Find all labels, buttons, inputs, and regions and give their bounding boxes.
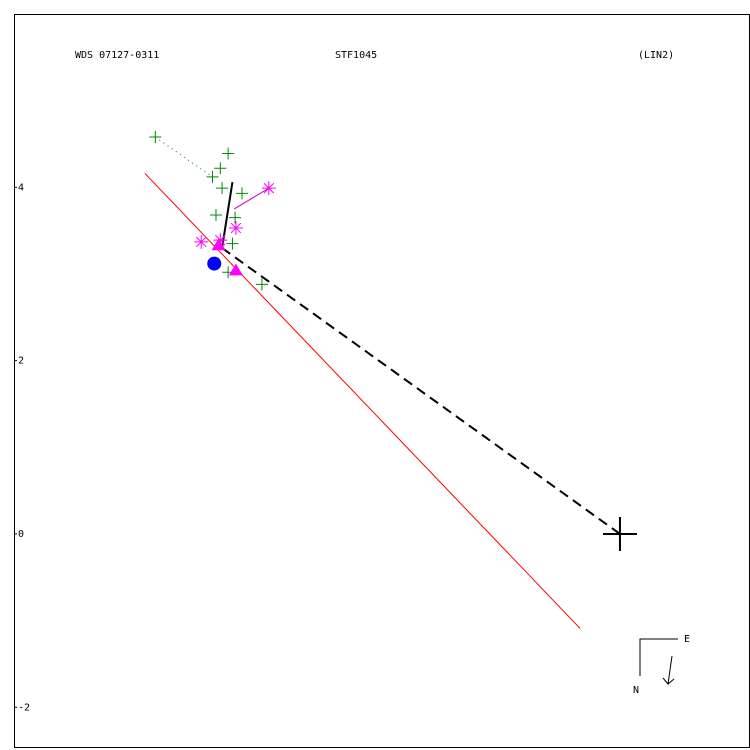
- point: [229, 211, 242, 224]
- point: [602, 516, 637, 551]
- point-shape: [602, 516, 637, 551]
- point: [261, 181, 276, 196]
- line: [155, 136, 213, 178]
- point: [206, 170, 219, 183]
- point-shape: [255, 278, 268, 291]
- point-shape: [222, 147, 235, 160]
- point: [255, 278, 268, 291]
- point-shape: [209, 209, 222, 222]
- point-shape: [261, 181, 276, 196]
- point-shape: [206, 170, 219, 183]
- line: [144, 173, 581, 629]
- point-shape: [229, 211, 242, 224]
- line: [221, 247, 621, 535]
- point: [226, 237, 239, 250]
- point-shape: [207, 256, 222, 271]
- point: [228, 221, 243, 236]
- chart-title: WDS 07127-0311: [75, 50, 159, 61]
- y-tick-label: 2: [18, 356, 24, 367]
- point: [213, 233, 228, 248]
- point: [222, 147, 235, 160]
- point-shape: [214, 162, 227, 175]
- point-shape: [149, 131, 162, 144]
- point-shape: [228, 263, 243, 276]
- line: [233, 187, 270, 210]
- point-shape: [226, 237, 239, 250]
- point: [216, 182, 229, 195]
- compass-north: N: [633, 685, 639, 696]
- point-shape: [235, 187, 248, 200]
- point: [228, 263, 243, 276]
- point: [214, 162, 227, 175]
- point: [209, 209, 222, 222]
- compass-axes: [639, 638, 678, 676]
- compass-arrow: [662, 655, 675, 686]
- point: [149, 131, 162, 144]
- point-shape: [213, 233, 228, 248]
- point-shape: [194, 234, 209, 249]
- plot-frame: [14, 14, 750, 748]
- y-tick-label: -2: [18, 702, 30, 713]
- compass-east: E: [684, 634, 690, 645]
- y-tick-label: 0: [18, 529, 24, 540]
- point: [207, 256, 222, 271]
- compass: E N: [633, 634, 690, 696]
- chart-note: (LIN2): [638, 50, 674, 61]
- point: [235, 187, 248, 200]
- point-shape: [211, 238, 226, 251]
- line: [221, 181, 234, 249]
- point-shape: [228, 221, 243, 236]
- point-shape: [216, 182, 229, 195]
- chart-subtitle: STF1045: [335, 50, 377, 61]
- point: [194, 234, 209, 249]
- point: [211, 238, 226, 251]
- y-tick-label: 4: [18, 182, 24, 193]
